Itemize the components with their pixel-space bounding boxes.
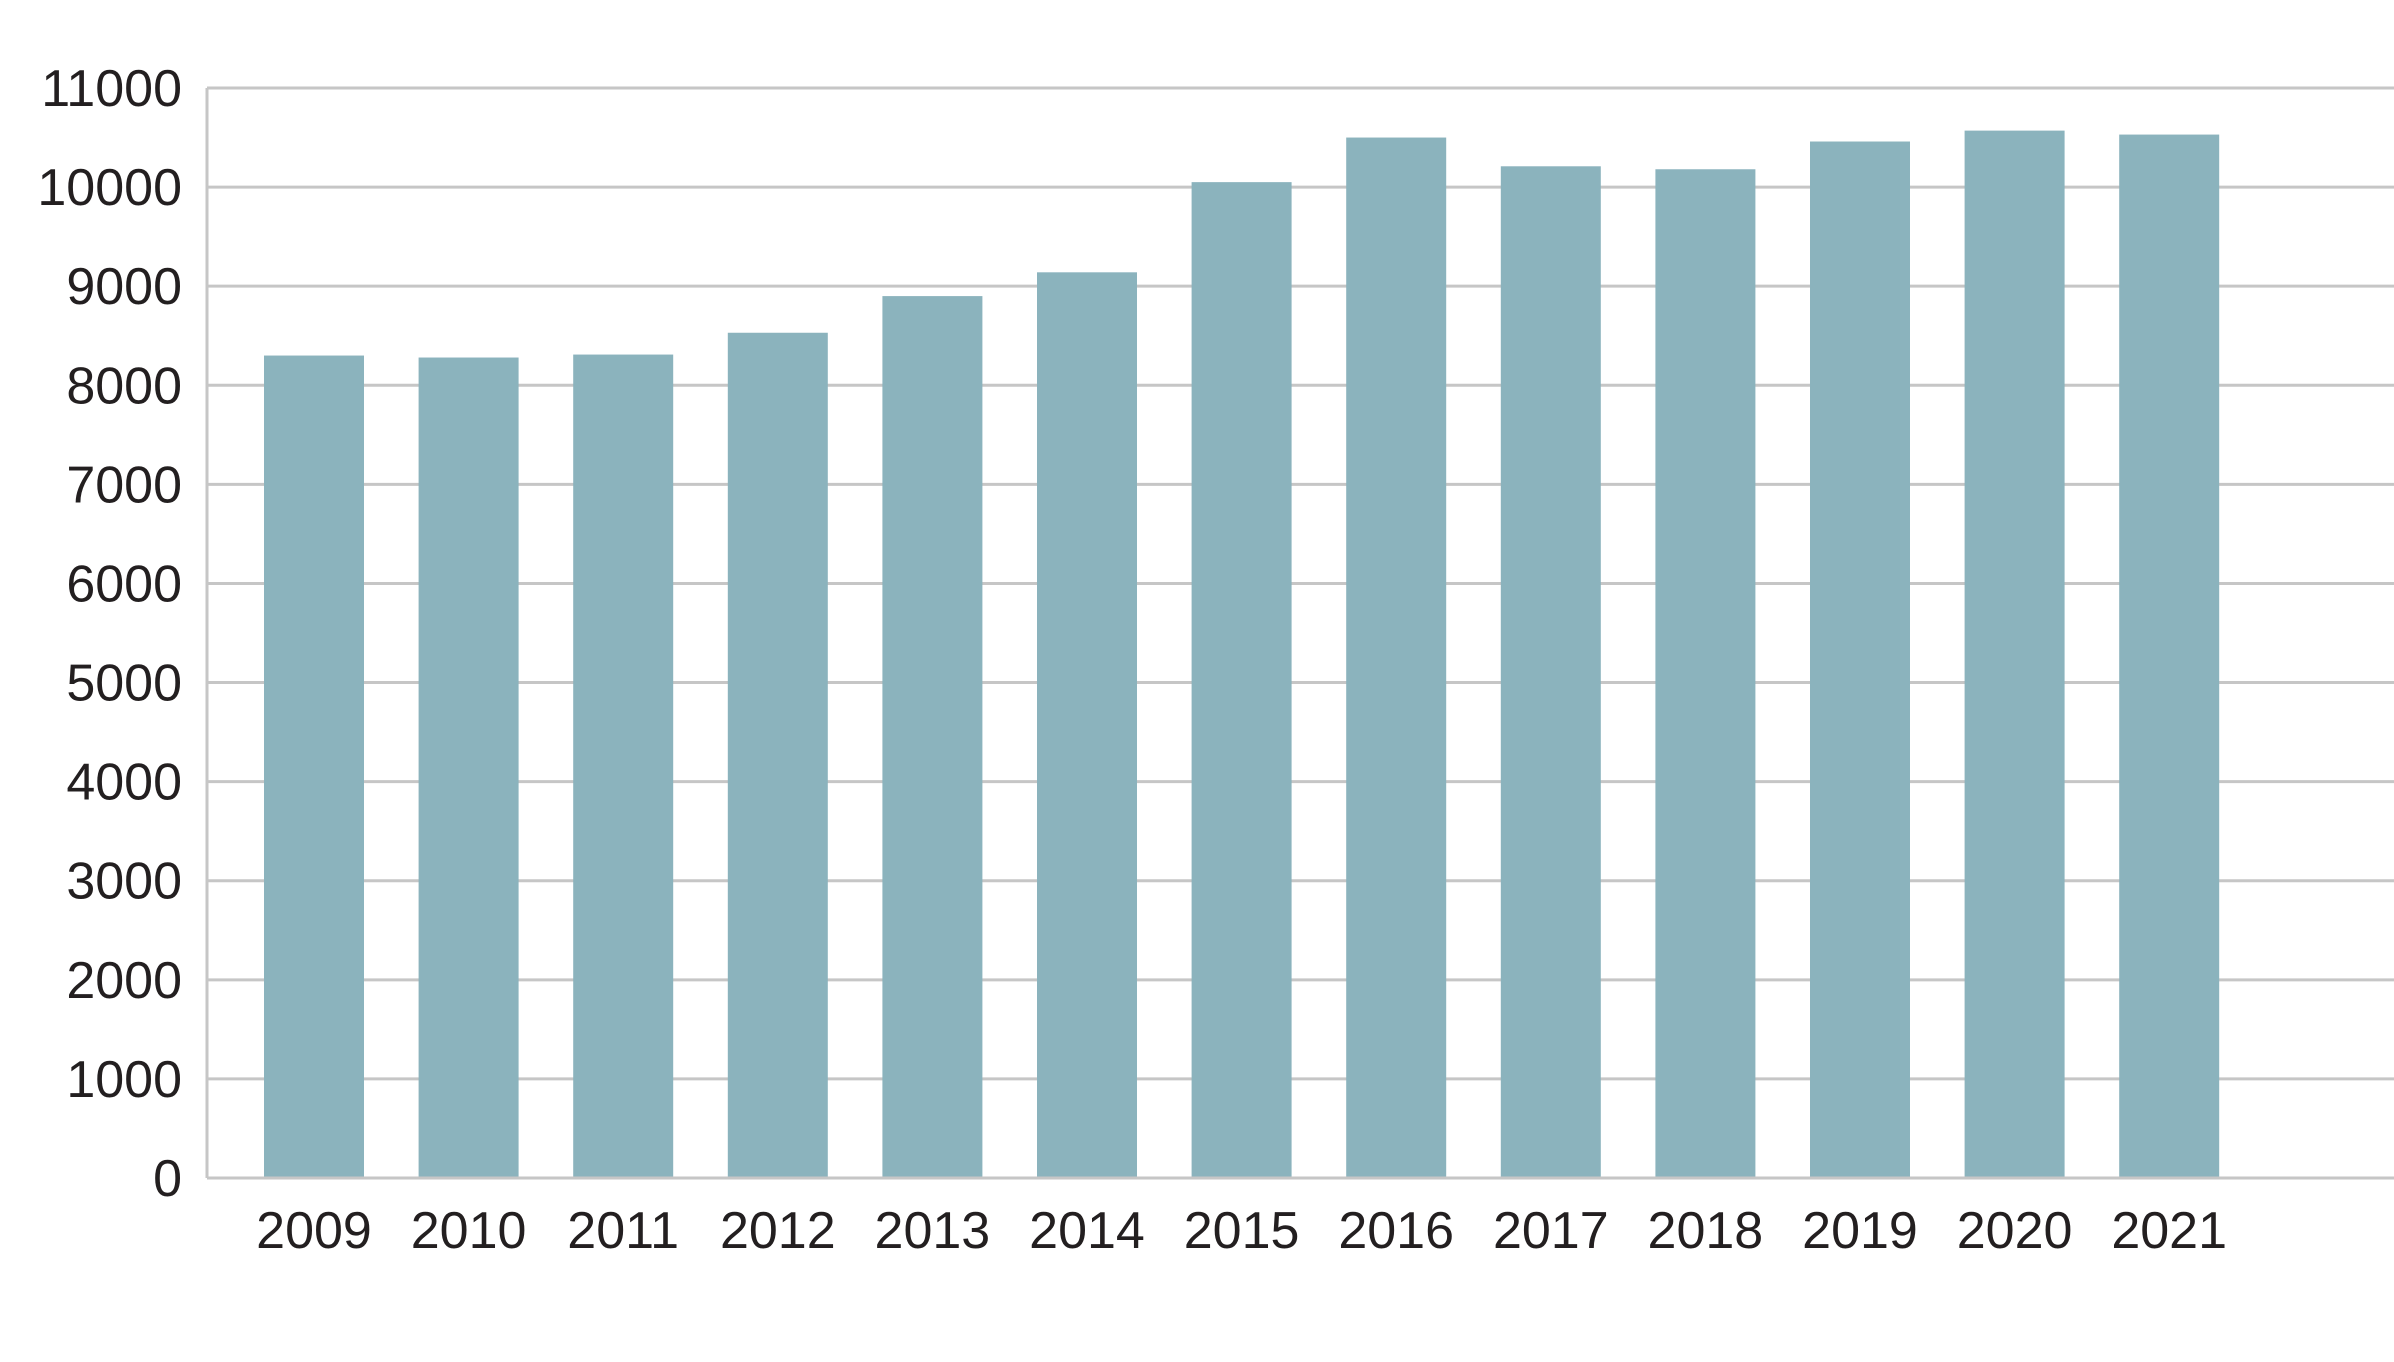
bar-2016	[1346, 137, 1447, 1179]
gridlines	[207, 86, 2394, 1081]
x-tick-label: 2015	[1184, 1202, 1300, 1260]
bar-2010	[418, 357, 519, 1178]
x-tick-label: 2016	[1338, 1202, 1454, 1260]
y-tick-label: 8000	[66, 357, 182, 415]
y-tick-label: 4000	[66, 754, 182, 812]
x-tick-labels: 2009 2010 2011 2012 2013 2014 2015 2016 2017 2018…	[256, 1202, 2227, 1260]
bar-2020	[1964, 130, 2065, 1178]
y-tick-label: 11000	[41, 60, 182, 118]
x-tick-label: 2010	[411, 1202, 527, 1260]
x-tick-label: 2018	[1648, 1202, 1764, 1260]
y-tick-label: 6000	[66, 555, 182, 613]
y-tick-label: 10000	[37, 159, 182, 217]
x-tick-label: 2009	[256, 1202, 372, 1260]
bar-2017	[1500, 166, 1601, 1179]
bar-2018	[1655, 169, 1756, 1179]
x-tick-label: 2019	[1802, 1202, 1918, 1260]
bar-2013	[882, 296, 983, 1178]
x-tick-label: 2021	[2111, 1202, 2227, 1260]
x-tick-label: 2017	[1493, 1202, 1609, 1260]
x-tick-label: 2014	[1029, 1202, 1145, 1260]
bar-2019	[1810, 141, 1910, 1179]
bar-2009	[264, 355, 364, 1179]
x-tick-label: 2020	[1957, 1202, 2073, 1260]
bar-2021	[2119, 134, 2220, 1178]
y-tick-label: 0	[153, 1150, 182, 1208]
bars	[264, 130, 2220, 1179]
bar-2014	[1037, 272, 1137, 1178]
bar-2012	[727, 332, 828, 1179]
y-tick-label: 7000	[66, 456, 182, 514]
y-tick-label: 3000	[66, 853, 182, 911]
y-tick-labels: 0 1000 2000 3000 4000 5000 6000 7000 8000 9000 100…	[37, 60, 182, 1208]
x-tick-label: 2011	[567, 1202, 679, 1260]
y-tick-label: 5000	[66, 655, 182, 713]
bar-2011	[573, 354, 674, 1178]
y-tick-label: 2000	[66, 952, 182, 1010]
y-tick-label: 9000	[66, 258, 182, 316]
x-tick-label: 2012	[720, 1202, 836, 1260]
bar-2015	[1191, 182, 1292, 1179]
x-tick-label: 2013	[875, 1202, 991, 1260]
y-tick-label: 1000	[66, 1051, 182, 1109]
